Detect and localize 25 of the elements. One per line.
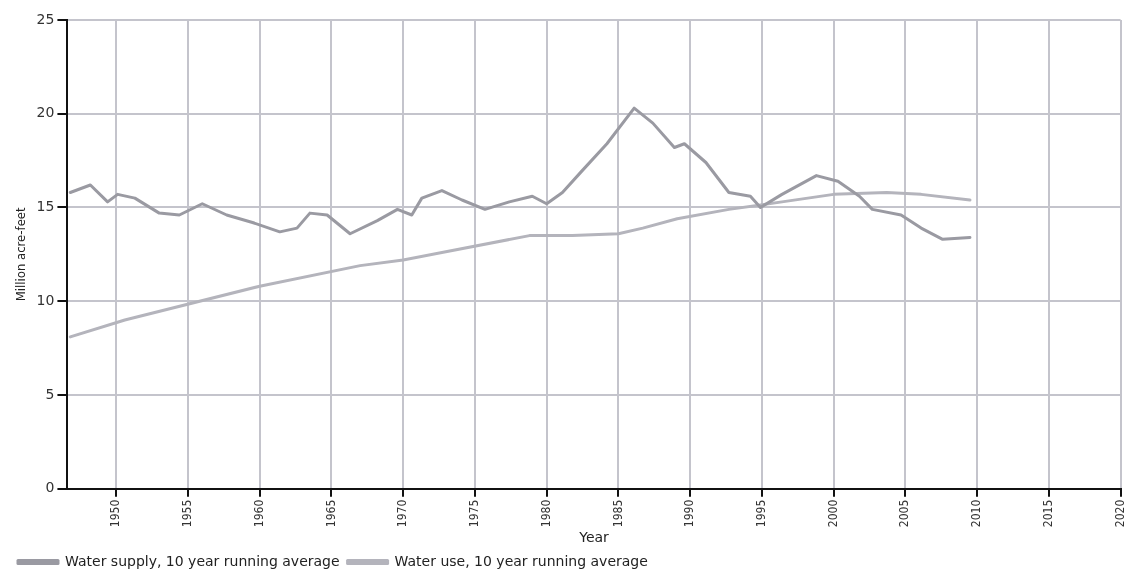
x-tick-label: 2005	[897, 499, 912, 528]
legend-label: Water supply, 10 year running average	[65, 552, 340, 569]
y-tick-label: 15	[36, 198, 55, 215]
y-tick-label: 5	[45, 385, 55, 402]
x-tick-label: 1985	[610, 499, 625, 528]
x-tick-label: 1975	[467, 499, 482, 528]
x-tick-label: 1970	[395, 499, 410, 528]
x-tick-label: 1980	[538, 499, 553, 528]
y-tick-label: 20	[36, 104, 55, 121]
legend-label: Water use, 10 year running average	[394, 552, 648, 569]
x-tick-label: 1995	[754, 499, 769, 528]
x-tick-label: 1960	[251, 499, 266, 528]
x-tick-label: 1990	[682, 499, 697, 528]
y-tick-label: 0	[45, 479, 55, 496]
x-tick-label: 1955	[180, 499, 195, 528]
x-tick-label: 2015	[1040, 499, 1055, 528]
x-axis-title: Year	[578, 529, 610, 546]
y-tick-label: 25	[36, 10, 55, 27]
y-tick-label: 10	[36, 291, 55, 308]
x-tick-label: 2000	[825, 499, 840, 528]
y-axis-title: Million acre-feet	[13, 206, 29, 302]
x-tick-label: 1965	[323, 499, 338, 528]
x-tick-label: 2010	[969, 499, 984, 528]
x-tick-label: 1950	[108, 499, 123, 528]
x-tick-label: 2020	[1112, 499, 1127, 528]
